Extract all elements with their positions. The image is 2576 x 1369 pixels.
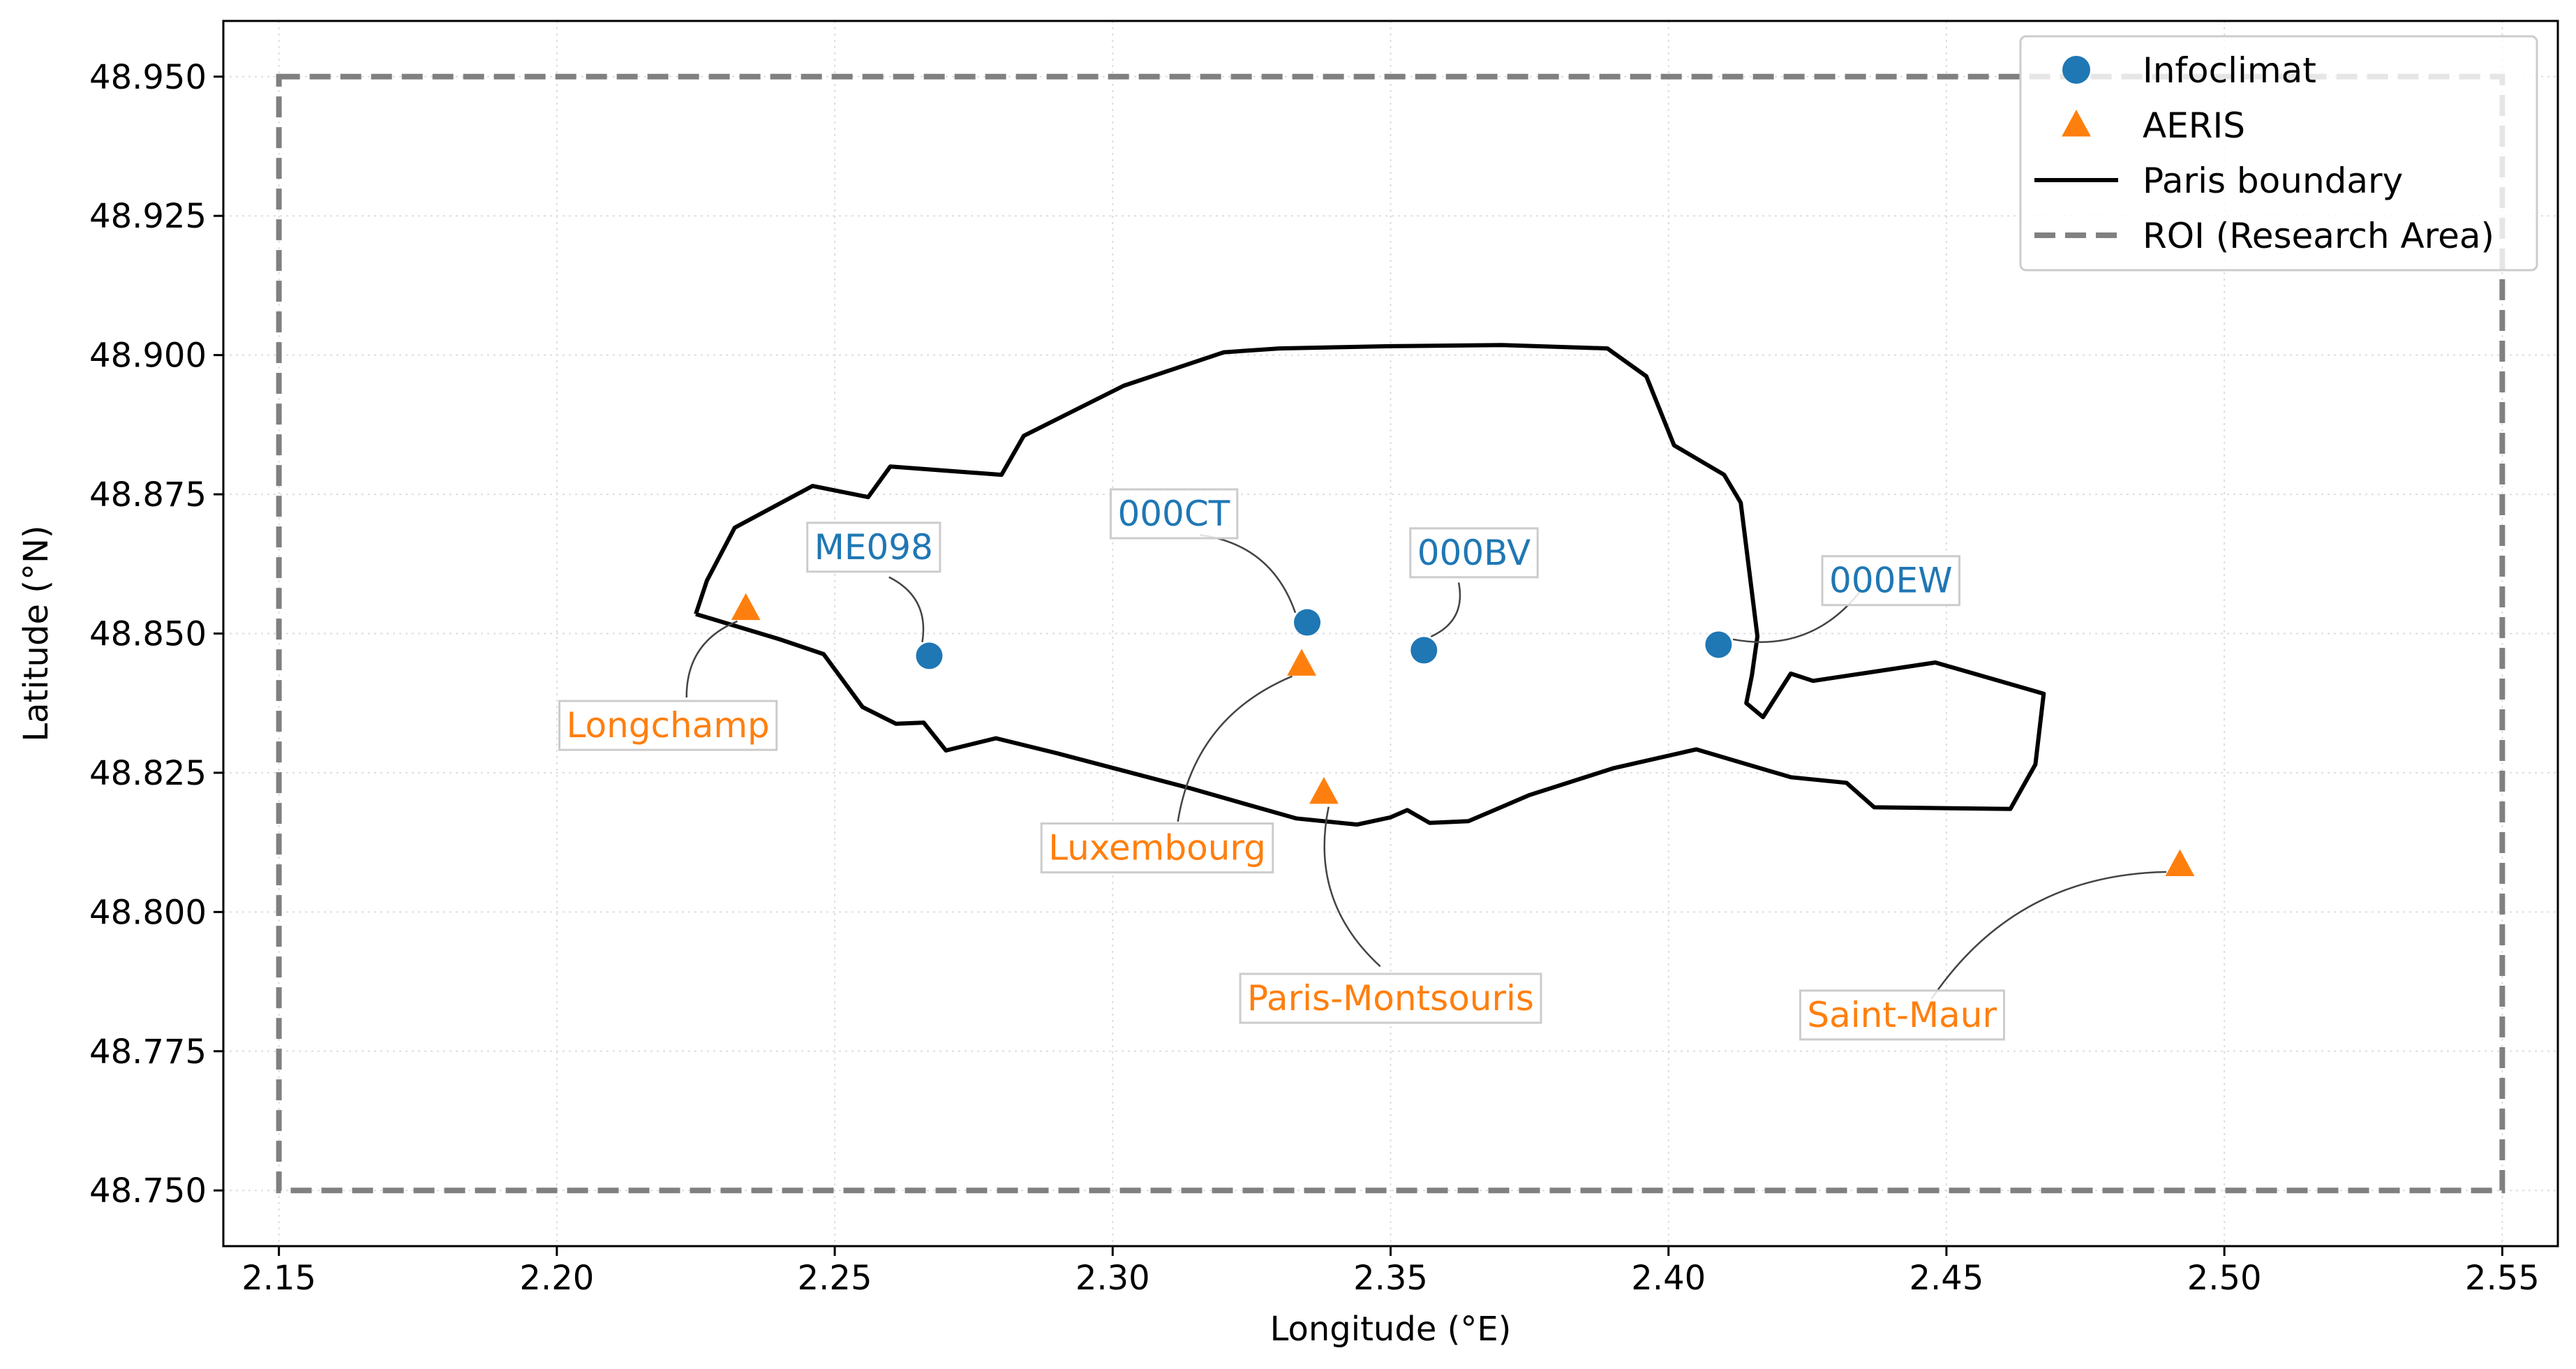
annotation-connector bbox=[1732, 591, 1861, 643]
station-label-text: Luxembourg bbox=[1048, 828, 1266, 868]
infoclimat-marker bbox=[1705, 631, 1732, 658]
legend-label: ROI (Research Area) bbox=[2143, 216, 2494, 256]
station-label-box bbox=[1821, 555, 1961, 607]
y-axis-title: Latitude (°N) bbox=[17, 525, 56, 741]
station-label-text: Longchamp bbox=[567, 705, 770, 746]
x-tick-label: 2.20 bbox=[519, 1259, 594, 1298]
y-tick-label: 48.750 bbox=[89, 1171, 207, 1211]
legend-aeris-swatch bbox=[2062, 110, 2091, 137]
station-markers bbox=[731, 593, 2195, 877]
legend-infoclimat-swatch bbox=[2062, 56, 2090, 84]
y-tick-label: 48.800 bbox=[89, 893, 207, 932]
station-label: 000BV bbox=[1409, 527, 1539, 579]
annotation-connector bbox=[1930, 871, 2167, 1000]
legend-label: AERIS bbox=[2143, 105, 2245, 146]
aeris-marker bbox=[731, 593, 761, 621]
station-label: 000EW bbox=[1821, 555, 1961, 607]
infoclimat-marker bbox=[1410, 637, 1438, 664]
station-label-box bbox=[1239, 972, 1542, 1024]
paris-boundary-layer bbox=[694, 343, 2046, 827]
legend-box bbox=[2019, 35, 2538, 272]
y-tick-label: 48.950 bbox=[89, 58, 207, 97]
annotation-connector bbox=[1430, 582, 1461, 637]
y-tick-label: 48.850 bbox=[89, 615, 207, 654]
station-label-box bbox=[1109, 488, 1239, 540]
roi-rectangle bbox=[276, 73, 2506, 1194]
infoclimat-marker bbox=[1294, 609, 1321, 636]
y-tick-label: 48.900 bbox=[89, 336, 207, 376]
annotation-connector bbox=[685, 620, 738, 698]
y-tick-label: 48.825 bbox=[89, 754, 207, 793]
legend-label: Infoclimat bbox=[2143, 50, 2316, 91]
x-axis-title: Longitude (°E) bbox=[1270, 1310, 1512, 1349]
station-label: Saint-Maur bbox=[1799, 989, 2005, 1041]
x-tick-label: 2.25 bbox=[798, 1259, 872, 1298]
station-label-text: 000EW bbox=[1829, 561, 1952, 601]
roi-layer bbox=[276, 73, 2506, 1194]
annotation-connectors bbox=[685, 534, 2167, 1000]
station-label: Paris-Montsouris bbox=[1239, 972, 1542, 1024]
x-tick-label: 2.45 bbox=[1909, 1259, 1983, 1298]
station-label: Longchamp bbox=[558, 700, 778, 751]
station-label-box bbox=[1799, 989, 2005, 1041]
station-label-text: 000BV bbox=[1417, 533, 1531, 573]
legend: Infoclimat AERIS Paris boundary ROI (Resear… bbox=[2019, 35, 2538, 272]
aeris-marker bbox=[1309, 776, 1339, 804]
x-tick-label: 2.30 bbox=[1075, 1259, 1150, 1298]
station-label: ME098 bbox=[806, 521, 941, 573]
station-label-text: Paris-Montsouris bbox=[1247, 978, 1534, 1019]
x-tick-label: 2.55 bbox=[2465, 1259, 2540, 1298]
station-label-box bbox=[806, 521, 941, 573]
legend-items: Infoclimat AERIS Paris boundary ROI (Resear… bbox=[2034, 50, 2494, 256]
annotation-connector bbox=[888, 576, 925, 643]
axis-ticks: 2.15 2.20 2.25 2.30 2.35 2.40 2.45 2.50 2.55 48.7… bbox=[89, 58, 2540, 1298]
y-tick-label: 48.775 bbox=[89, 1033, 207, 1072]
annotation-connector bbox=[1177, 675, 1293, 822]
station-label-box bbox=[1409, 527, 1539, 579]
annotation-connector bbox=[1323, 806, 1381, 968]
x-tick-label: 2.40 bbox=[1631, 1259, 1706, 1298]
x-tick-label: 2.50 bbox=[2187, 1259, 2262, 1298]
station-label-box bbox=[558, 700, 778, 751]
x-tick-label: 2.15 bbox=[241, 1259, 316, 1298]
x-tick-label: 2.35 bbox=[1353, 1259, 1428, 1298]
station-label: Luxembourg bbox=[1040, 822, 1274, 874]
aeris-marker bbox=[1287, 649, 1316, 676]
infoclimat-marker bbox=[916, 642, 943, 669]
y-tick-label: 48.875 bbox=[89, 475, 207, 515]
station-labels: ME098 000CT 000BV 000EW Longchamp Luxembourg P… bbox=[558, 488, 2005, 1041]
legend-label: Paris boundary bbox=[2143, 161, 2403, 201]
paris-boundary-line bbox=[694, 343, 2046, 827]
station-label-box bbox=[1040, 822, 1274, 874]
station-label-text: Saint-Maur bbox=[1807, 995, 1997, 1035]
station-label-text: ME098 bbox=[814, 527, 933, 568]
station-label: 000CT bbox=[1109, 488, 1239, 540]
station-label-text: 000CT bbox=[1117, 494, 1230, 534]
y-tick-label: 48.925 bbox=[89, 197, 207, 236]
aeris-marker bbox=[2165, 849, 2195, 877]
